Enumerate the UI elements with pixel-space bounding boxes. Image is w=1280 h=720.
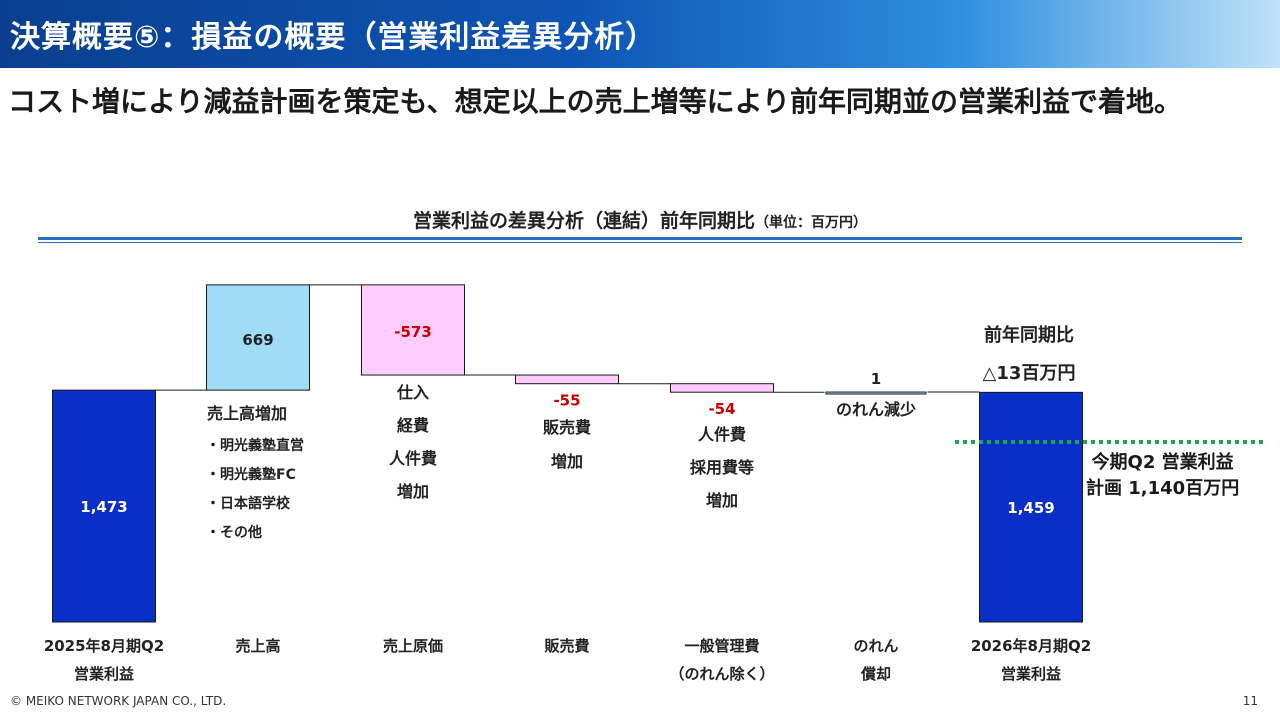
step-note-3-0: 販売費 [543,418,591,437]
delta-bar-2 [361,284,465,376]
delta-bar-3 [515,374,619,385]
category-label-3-0: 販売費 [544,637,589,655]
step-note-2-2: 人件費 [389,449,437,468]
category-label-4-0: 一般管理費 [684,637,759,655]
comparison-value: △13百万円 [983,363,1076,384]
category-label-0-1: 営業利益 [74,665,134,683]
bar-value-label-1: 669 [242,331,273,349]
headline: コスト増により減益計画を策定も、想定以上の売上増等により前年同期並の営業利益で着… [8,85,1183,118]
step-note-4-1: 採用費等 [690,458,754,477]
step-note-4-0: 人件費 [698,425,746,444]
comparison-title: 前年同期比 [984,324,1074,346]
plan-label-line-2: 計画 1,140百万円 [1086,478,1240,499]
category-label-2-0: 売上原価 [383,637,443,655]
chart-title-unit: （単位：百万円） [755,215,867,231]
bar-value-label-2: -573 [394,323,432,341]
total-bar-6 [979,391,1083,623]
step-note-3-1: 増加 [551,452,583,471]
chart-title: 営業利益の差異分析（連結）前年同期比（単位：百万円） [0,206,1280,233]
title-rule-thin [38,242,1242,243]
slide-title: 決算概要⑤：損益の概要（営業利益差異分析） [10,20,657,55]
category-label-6-0: 2026年8月期Q2 [971,637,1091,655]
total-bar-0 [52,389,156,623]
page-number: 11 [1242,694,1258,708]
plan-label-line-1: 今期Q2 営業利益 [1091,452,1234,473]
step-note-4-2: 増加 [706,491,738,510]
delta-bar-4 [670,383,774,393]
bar-value-label-0: 1,473 [80,498,127,516]
category-label-0-0: 2025年8月期Q2 [44,637,164,655]
step-bullet-1-0: ・明光義塾直営 [206,437,304,454]
title-rule-thick [38,237,1242,240]
step-bullet-1-3: ・その他 [206,524,262,541]
step-note-2-1: 経費 [397,416,429,435]
step-note-2-3: 増加 [397,482,429,501]
delta-bar-1 [206,284,310,391]
category-label-5-1: 償却 [860,665,891,683]
category-label-4-1: （のれん除く） [669,665,774,683]
bar-value-label-6: 1,459 [1007,499,1054,517]
step-note-5-0: のれん減少 [836,400,916,419]
copyright: © MEIKO NETWORK JAPAN CO., LTD. [10,694,227,708]
delta-bar-5 [825,391,927,395]
category-label-1-0: 売上高 [235,637,280,655]
bar-value-label-5: 1 [871,370,881,388]
step-note-2-0: 仕入 [396,383,429,402]
bar-value-label-3: -55 [553,392,580,410]
step-note-1-0: 売上高増加 [207,404,287,423]
step-bullet-1-2: ・日本語学校 [206,495,291,512]
chart-title-main: 営業利益の差異分析（連結）前年同期比 [412,210,755,232]
category-label-5-0: のれん [853,637,898,655]
bar-value-label-4: -54 [708,400,735,418]
step-bullet-1-1: ・明光義塾FC [206,466,296,483]
category-label-6-1: 営業利益 [1001,665,1061,683]
plan-label: 今期Q2 営業利益 計画 1,140百万円 [1086,450,1239,502]
header-bar: 決算概要⑤：損益の概要（営業利益差異分析） [0,0,1280,68]
